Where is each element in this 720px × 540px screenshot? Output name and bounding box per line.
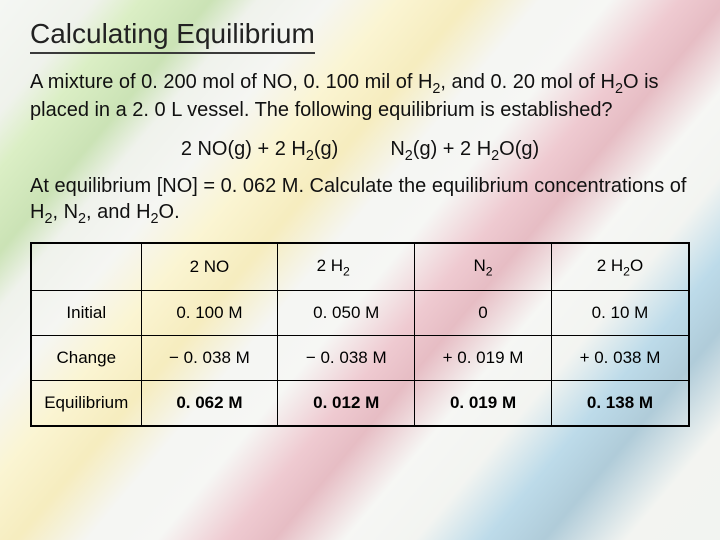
text: , N [52,201,78,223]
subscript: 2 [306,148,314,164]
cell: 0. 10 M [551,291,689,336]
text: (g) [314,138,338,160]
slide-title: Calculating Equilibrium [30,18,315,54]
slide: Calculating Equilibrium A mixture of 0. … [0,0,720,540]
text: N [473,256,485,275]
text: O [630,256,643,275]
subscript: 2 [623,264,630,278]
text: 2 H [597,256,623,275]
subscript: 2 [78,211,86,227]
cell: − 0. 038 M [278,336,415,381]
subscript: 2 [491,148,499,164]
header-h2o: 2 H2O [551,243,689,291]
text: 2 H [317,256,343,275]
cell: + 0. 038 M [551,336,689,381]
ice-table: 2 NO 2 H2 N2 2 H2O Initial 0. 100 M 0. 0… [30,242,690,427]
header-blank [31,243,141,291]
table-row: Equilibrium 0. 062 M 0. 012 M 0. 019 M 0… [31,381,689,427]
table-row: Initial 0. 100 M 0. 050 M 0 0. 10 M [31,291,689,336]
row-label: Change [31,336,141,381]
text: 2 NO(g) + 2 H [181,138,306,160]
subscript: 2 [151,211,159,227]
text: O(g) [499,138,539,160]
cell: 0. 050 M [278,291,415,336]
table-header-row: 2 NO 2 H2 N2 2 H2O [31,243,689,291]
cell: 0. 012 M [278,381,415,427]
text: N [390,138,404,160]
text: (g) + 2 H [413,138,491,160]
row-label: Initial [31,291,141,336]
cell: 0. 100 M [141,291,278,336]
subscript: 2 [343,264,350,278]
problem-question: At equilibrium [NO] = 0. 062 M. Calculat… [30,174,690,228]
cell: + 0. 019 M [415,336,552,381]
subscript: 2 [405,148,413,164]
cell: − 0. 038 M [141,336,278,381]
cell: 0. 019 M [415,381,552,427]
problem-statement: A mixture of 0. 200 mol of NO, 0. 100 mi… [30,70,690,124]
header-no: 2 NO [141,243,278,291]
cell: 0. 138 M [551,381,689,427]
table-row: Change − 0. 038 M − 0. 038 M + 0. 019 M … [31,336,689,381]
subscript: 2 [486,264,493,278]
text: , and 0. 20 mol of H [440,71,615,93]
chemical-equation: 2 NO(g) + 2 H2(g)N2(g) + 2 H2O(g) [30,138,690,164]
text: O. [159,201,180,223]
row-label: Equilibrium [31,381,141,427]
subscript: 2 [615,81,623,97]
cell: 0. 062 M [141,381,278,427]
text: , and H [86,201,150,223]
text: A mixture of 0. 200 mol of NO, 0. 100 mi… [30,71,432,93]
cell: 0 [415,291,552,336]
header-h2: 2 H2 [278,243,415,291]
header-n2: N2 [415,243,552,291]
